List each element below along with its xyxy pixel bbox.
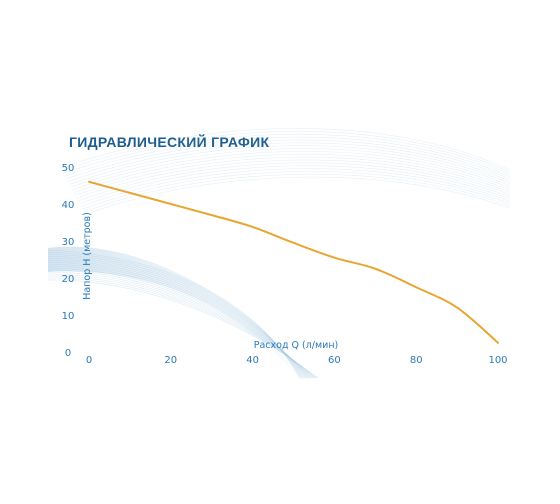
decor-line <box>47 249 301 379</box>
decor-line <box>47 259 307 379</box>
background-swoosh-decoration <box>47 128 511 380</box>
y-tick-label: 40 <box>62 200 75 211</box>
decor-arc <box>70 148 511 188</box>
decor-arc <box>61 131 511 173</box>
decor-arc <box>79 165 511 205</box>
series-line <box>88 180 499 344</box>
decor-line <box>47 253 303 379</box>
decor-line <box>47 263 309 379</box>
decor-arc <box>74 156 511 196</box>
decor-arc <box>85 176 511 216</box>
x-tick-label: 100 <box>488 355 507 366</box>
x-tick-label: 20 <box>164 355 177 366</box>
series-group <box>88 180 499 344</box>
y-tick-label: 0 <box>65 348 71 359</box>
decor-line <box>47 255 304 379</box>
decor-line <box>47 267 312 379</box>
decor-line <box>47 251 302 379</box>
decor-arc <box>80 168 511 207</box>
decor-arc <box>77 162 511 202</box>
x-axis-ticks: 0 20 40 60 80 100 <box>86 355 508 366</box>
y-tick-label: 20 <box>62 274 75 285</box>
decor-line <box>47 275 316 379</box>
y-tick-label: 10 <box>62 311 75 322</box>
decor-line <box>47 271 314 379</box>
decor-arc <box>65 139 511 180</box>
decor-line <box>47 257 306 379</box>
decor-arc <box>59 128 511 171</box>
y-tick-label: 30 <box>62 237 75 248</box>
decor-line <box>47 269 313 379</box>
decor-arc <box>64 136 511 178</box>
chart-title: ГИДРАВЛИЧЕСКИЙ ГРАФИК <box>69 134 270 150</box>
x-tick-label: 0 <box>86 355 92 366</box>
decor-line <box>47 261 308 379</box>
decor-blob <box>48 246 312 380</box>
decor-arc <box>68 145 511 185</box>
decor-line <box>47 279 319 379</box>
y-axis-label: Напор H (метров) <box>82 212 93 300</box>
decor-arc <box>67 142 511 183</box>
y-axis-ticks: 0 10 20 30 40 50 <box>62 163 75 359</box>
decor-line <box>47 265 310 379</box>
decor-line <box>47 277 317 379</box>
decor-arc <box>83 173 511 213</box>
x-tick-label: 80 <box>410 355 423 366</box>
x-tick-label: 40 <box>246 355 259 366</box>
x-tick-label: 60 <box>328 355 341 366</box>
decor-arc <box>71 151 511 191</box>
decor-arc <box>62 133 511 175</box>
x-axis-label: Расход Q (л/мин) <box>254 340 339 351</box>
y-tick-label: 50 <box>62 163 75 174</box>
decor-arc <box>73 153 511 194</box>
decor-line <box>47 273 315 379</box>
decor-arc <box>76 159 511 199</box>
